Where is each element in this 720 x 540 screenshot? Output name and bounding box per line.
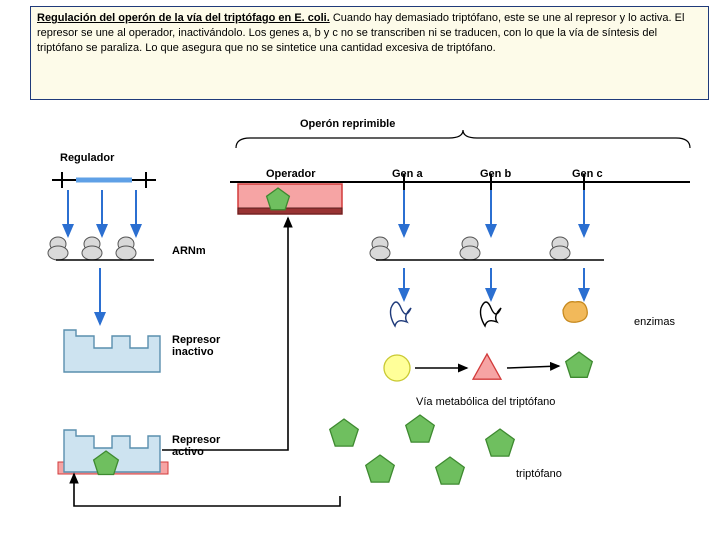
text-gen-b: Gen b [480,168,511,180]
text-triptófano: triptófano [516,468,562,480]
diagram [0,0,720,540]
text-gen-c: Gen c [572,168,603,180]
triptofano-pentagon-2 [366,455,395,482]
intermediate-circle [384,355,410,381]
text-operón-reprimible: Operón reprimible [300,118,395,130]
text-represor-activo: Represor activo [172,434,252,458]
operon-brace [236,130,690,148]
text-arnm: ARNm [172,245,206,257]
ribosome-icon [82,237,102,260]
ribosome-icon [116,237,136,260]
triptofano-pentagon-1 [406,415,435,442]
text-regulador: Regulador [60,152,114,164]
text-vía-metabólica-del-triptófano: Vía metabólica del triptófano [416,396,555,408]
enzyme-scribble [391,302,412,326]
pathway-arrow-2 [507,366,559,368]
enzyme-c [563,302,587,323]
triptofano-pentagon-0 [330,419,359,446]
triangle-icon [473,354,501,379]
ribosome-icon [550,237,570,260]
ribosome-icon [48,237,68,260]
text-represor-inactivo: Represor inactivo [172,334,252,358]
text-gen-a: Gen a [392,168,423,180]
ribosome-icon [460,237,480,260]
text-enzimas: enzimas [634,316,675,328]
path-trp-to-repressor [74,474,340,506]
ribosome-icon [370,237,390,260]
triptofano-pentagon-4 [486,429,515,456]
enzyme-scribble [481,302,502,326]
text-operador: Operador [266,168,316,180]
triptofano-pentagon-3 [436,457,465,484]
repressor-inactive [64,330,160,372]
intermediate-pentagon [566,352,593,377]
